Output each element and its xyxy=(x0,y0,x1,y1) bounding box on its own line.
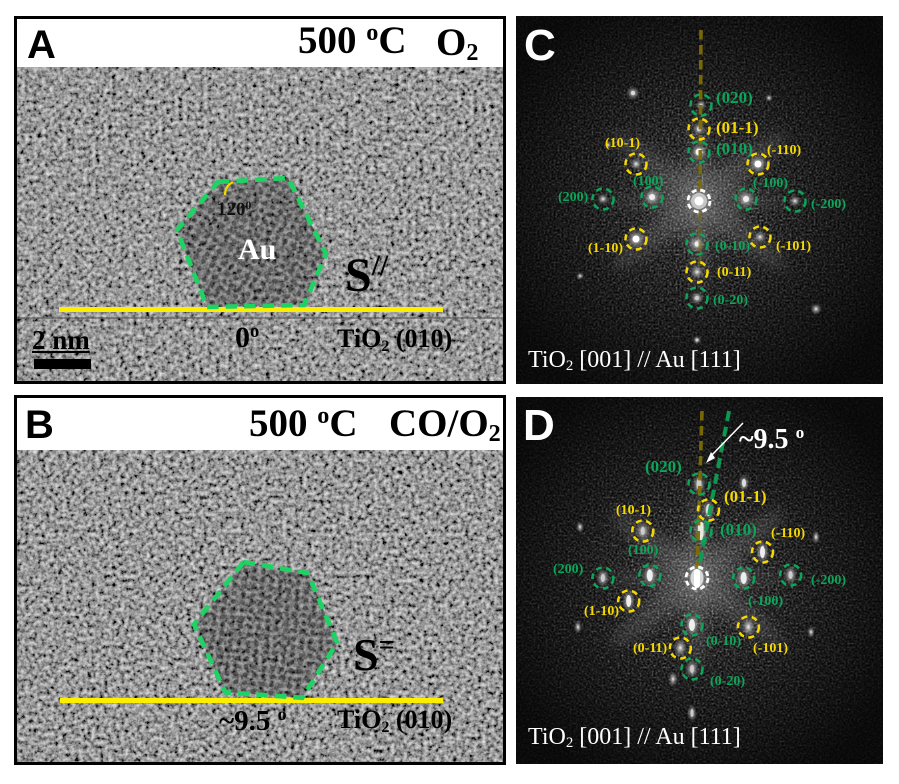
svg-text:(10-1): (10-1) xyxy=(605,136,640,151)
svg-text:(-110): (-110) xyxy=(767,143,802,158)
svg-text:(100): (100) xyxy=(628,543,659,558)
svg-text:(0-20): (0-20) xyxy=(713,293,748,308)
svg-text:(0-11): (0-11) xyxy=(717,265,752,280)
svg-text:(200): (200) xyxy=(558,190,589,205)
svg-text:(-100): (-100) xyxy=(753,176,788,191)
svg-text:(0-11): (0-11) xyxy=(633,641,668,656)
svg-text:(020): (020) xyxy=(645,457,682,476)
svg-text:(-100): (-100) xyxy=(748,594,783,609)
svg-text:(010): (010) xyxy=(716,139,753,158)
svg-text:(0-10): (0-10) xyxy=(715,239,750,254)
svg-text:(1-10): (1-10) xyxy=(584,604,619,619)
svg-text:(100): (100) xyxy=(633,174,664,189)
svg-text:(-200): (-200) xyxy=(811,573,846,588)
svg-text:(01-1): (01-1) xyxy=(716,118,758,137)
svg-text:(010): (010) xyxy=(720,520,757,539)
svg-text:(0-20): (0-20) xyxy=(710,674,745,689)
svg-text:(0-10): (0-10) xyxy=(706,634,741,649)
svg-text:(01-1): (01-1) xyxy=(724,487,766,506)
svg-text:(-110): (-110) xyxy=(771,526,806,541)
svg-text:(-101): (-101) xyxy=(753,641,788,656)
svg-text:(10-1): (10-1) xyxy=(616,503,651,518)
svg-text:(-200): (-200) xyxy=(811,197,846,212)
svg-text:(1-10): (1-10) xyxy=(588,241,623,256)
svg-text:(-101): (-101) xyxy=(776,239,811,254)
svg-text:(200): (200) xyxy=(553,562,584,577)
svg-text:(020): (020) xyxy=(716,88,753,107)
